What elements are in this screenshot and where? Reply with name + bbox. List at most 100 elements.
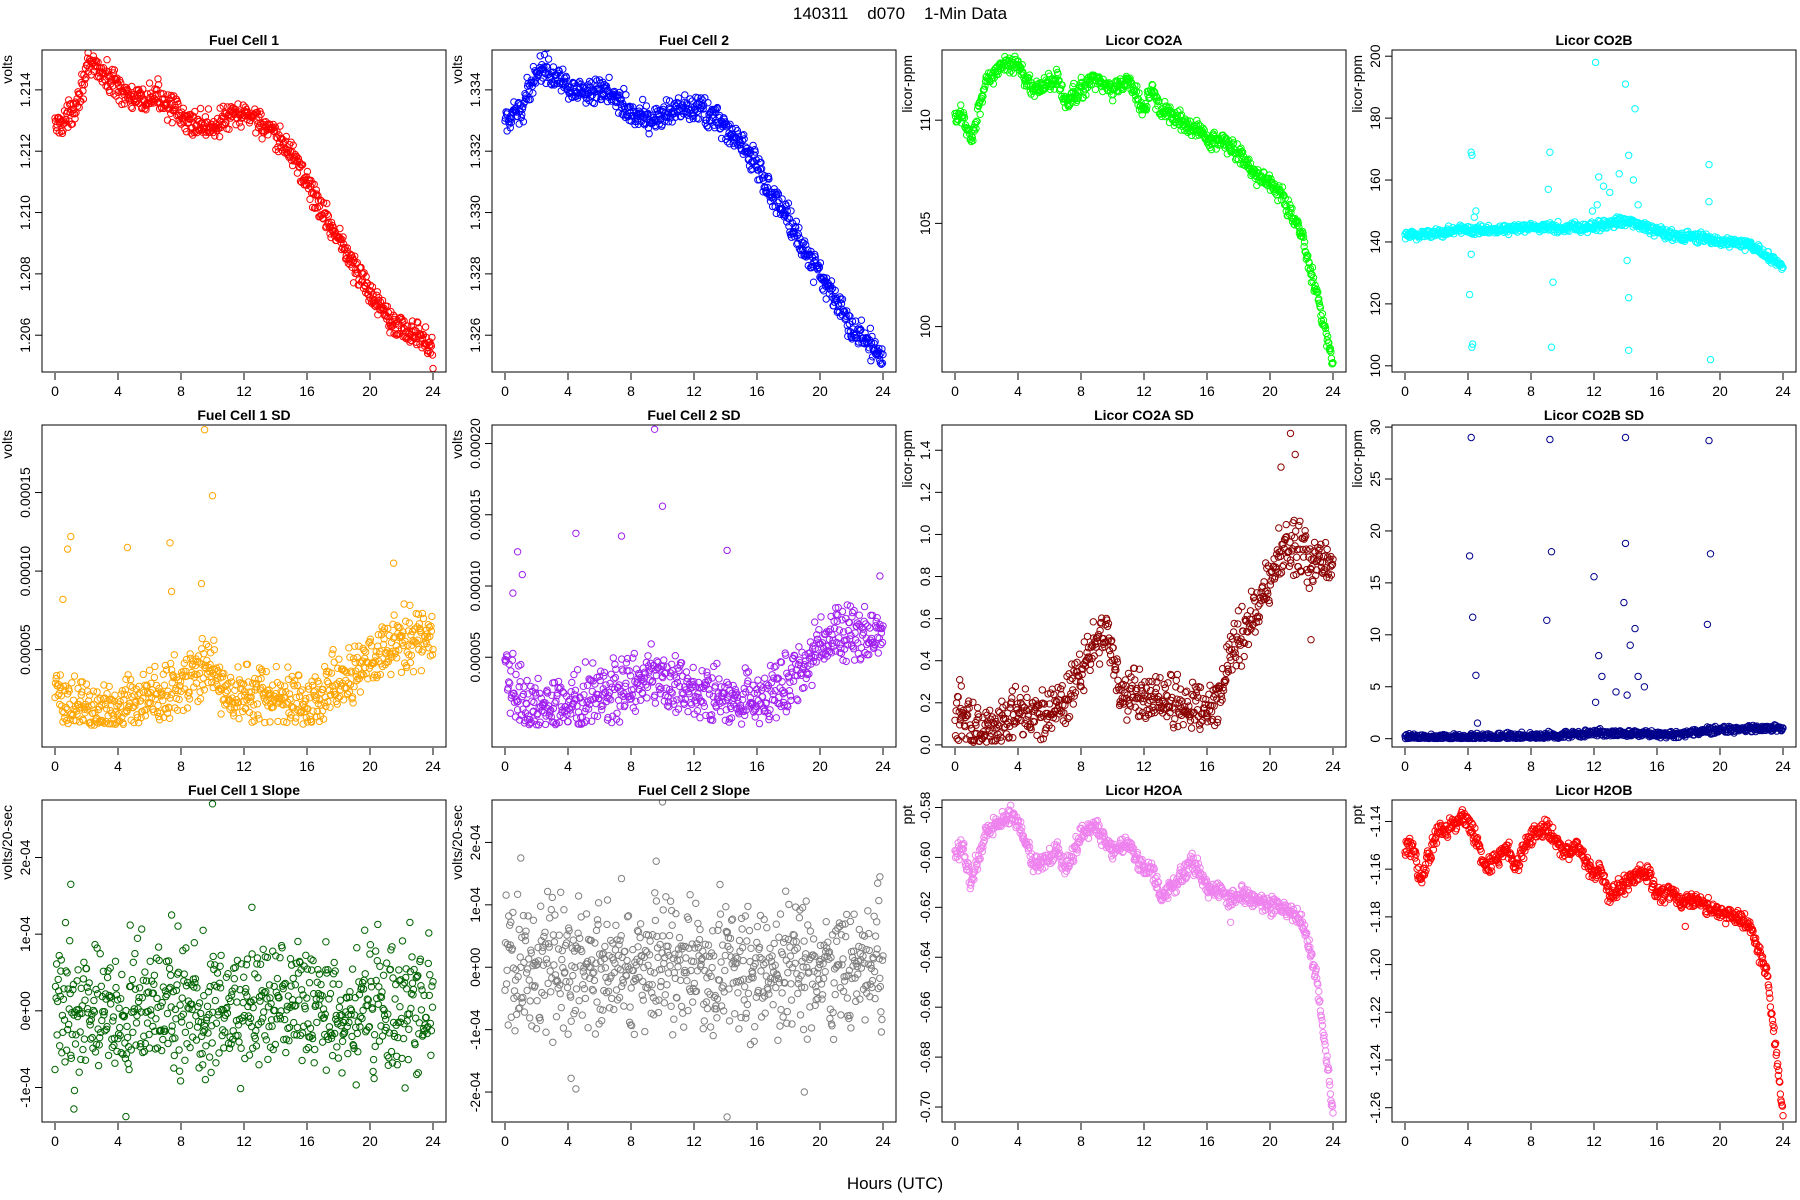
data-point — [349, 654, 358, 663]
data-point — [428, 333, 436, 342]
data-point — [555, 67, 563, 75]
data-point — [1070, 692, 1079, 700]
data-point — [368, 283, 377, 291]
x-tick-label: 20 — [362, 758, 378, 774]
data-point — [542, 62, 551, 71]
data-point — [534, 674, 542, 683]
data-point — [258, 668, 266, 676]
y-axis-label: volts — [449, 430, 465, 459]
data-point — [622, 659, 631, 667]
y-tick-label: 140 — [1367, 230, 1383, 254]
data-point — [105, 682, 113, 691]
data-point — [1167, 671, 1176, 680]
data-point — [1083, 648, 1091, 657]
data-point — [1171, 699, 1180, 707]
data-point — [787, 664, 796, 672]
data-point — [177, 687, 185, 695]
outlier-point — [1621, 80, 1630, 88]
data-point — [357, 671, 365, 679]
data-point — [1309, 274, 1318, 282]
data-point — [964, 700, 972, 708]
y-tick-label: 0.00015 — [17, 467, 33, 518]
data-point — [582, 717, 591, 725]
data-point — [1070, 667, 1078, 675]
data-point — [564, 697, 573, 706]
data-point — [598, 706, 606, 714]
data-point — [815, 626, 823, 634]
data-point — [622, 679, 630, 687]
data-point — [1013, 700, 1022, 708]
data-point — [817, 613, 825, 621]
y-tick-label: 200 — [1367, 44, 1383, 68]
data-point — [694, 115, 703, 123]
data-point — [83, 706, 91, 714]
data-point — [1073, 658, 1081, 666]
outlier-point — [1591, 58, 1600, 67]
data-point — [625, 667, 633, 675]
y-tick-label: 1.208 — [17, 256, 33, 291]
x-tick-label: 4 — [114, 383, 122, 399]
data-point — [727, 704, 735, 713]
data-point — [407, 651, 416, 659]
data-point — [389, 311, 398, 319]
data-point — [993, 734, 1001, 743]
data-point — [562, 74, 571, 82]
data-point — [1168, 693, 1176, 702]
data-point — [952, 707, 960, 715]
data-point — [826, 282, 835, 290]
data-point — [618, 655, 626, 663]
series-points — [51, 50, 437, 372]
data-point — [1045, 700, 1054, 708]
data-point — [220, 669, 228, 678]
data-point — [139, 85, 147, 93]
y-tick-label: 100 — [1367, 354, 1383, 378]
data-point — [519, 103, 527, 111]
data-point — [615, 718, 624, 726]
data-point — [954, 693, 962, 701]
data-point — [198, 634, 206, 643]
data-point — [164, 105, 173, 113]
data-point — [816, 259, 825, 267]
data-point — [331, 681, 339, 689]
data-point — [590, 711, 599, 720]
data-point — [1094, 630, 1103, 639]
data-point — [386, 329, 394, 337]
x-tick-label: 20 — [362, 383, 378, 399]
data-point — [333, 680, 341, 688]
data-point — [767, 678, 776, 687]
outlier-point — [723, 546, 731, 555]
outlier-point — [1465, 290, 1474, 299]
data-point — [154, 75, 162, 83]
data-point — [339, 233, 347, 241]
data-point — [757, 165, 766, 173]
data-point — [662, 96, 671, 104]
data-point — [348, 693, 357, 701]
data-point — [322, 670, 330, 678]
y-tick-label: 0.00020 — [467, 418, 483, 469]
data-point — [726, 120, 734, 129]
data-point — [1058, 81, 1066, 89]
data-point — [695, 693, 703, 702]
data-point — [351, 252, 359, 260]
data-point — [814, 266, 822, 274]
y-axis-label: licor-ppm — [899, 55, 915, 113]
data-point — [811, 253, 819, 261]
data-point — [668, 689, 676, 697]
data-point — [731, 685, 739, 694]
x-tick-label: 4 — [1014, 758, 1022, 774]
data-point — [655, 685, 664, 694]
data-point — [750, 689, 758, 698]
data-point — [389, 634, 398, 642]
data-point — [225, 125, 233, 134]
data-point — [1246, 159, 1255, 167]
data-point — [174, 687, 182, 695]
data-point — [857, 644, 866, 652]
data-point — [830, 624, 839, 632]
x-tick-label: 12 — [1136, 383, 1152, 399]
data-point — [328, 650, 336, 658]
series-points — [951, 429, 1337, 746]
data-point — [60, 714, 69, 722]
data-point — [1161, 97, 1169, 106]
data-point — [245, 708, 254, 717]
